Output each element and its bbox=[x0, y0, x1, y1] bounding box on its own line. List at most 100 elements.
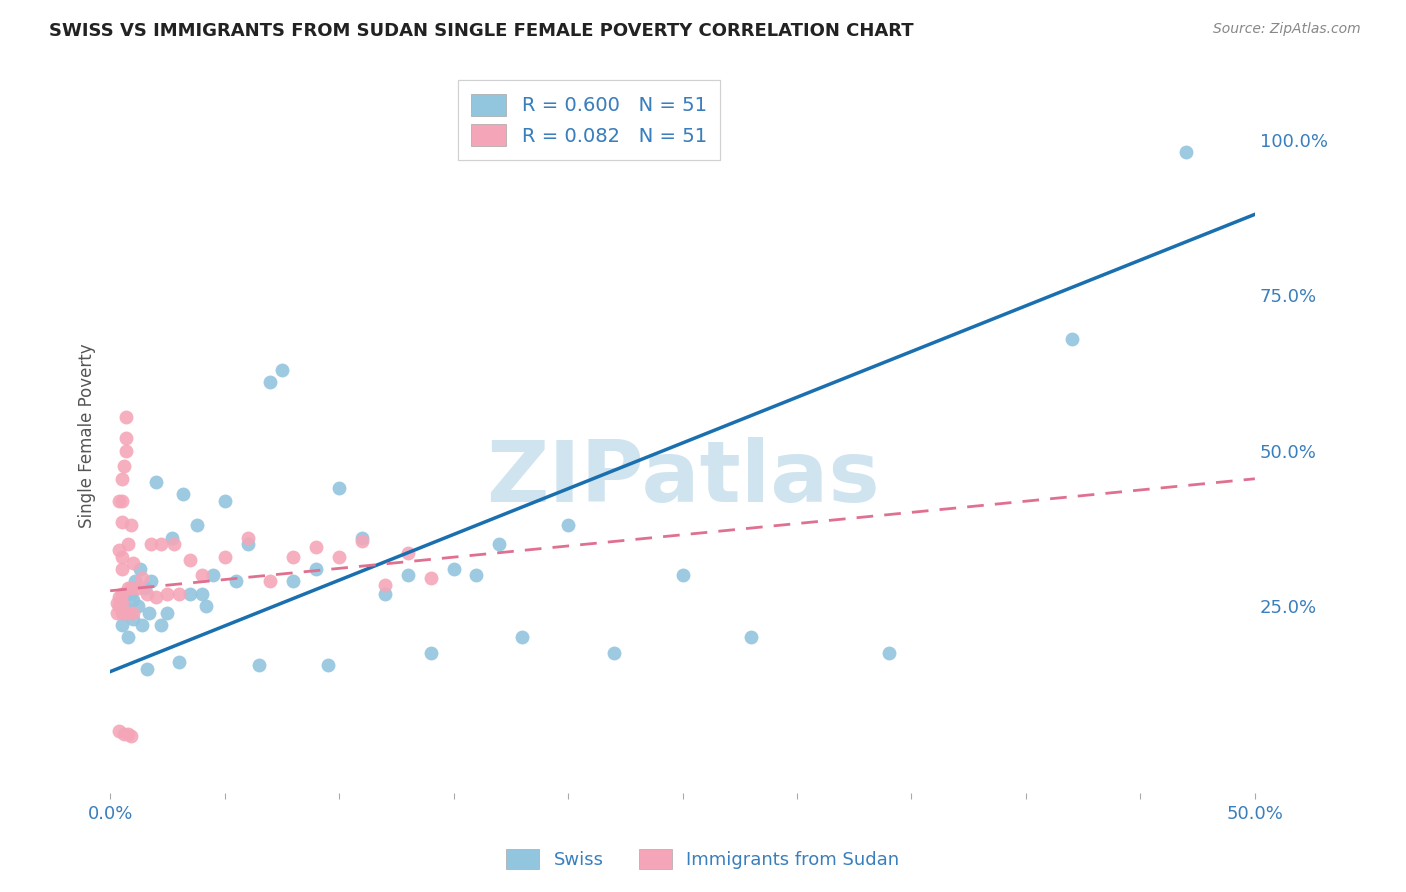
Point bbox=[110, 516, 132, 530]
Point bbox=[270, 363, 292, 377]
Point bbox=[105, 596, 128, 610]
Point bbox=[110, 493, 132, 508]
Y-axis label: Single Female Poverty: Single Female Poverty bbox=[79, 343, 96, 527]
Point bbox=[122, 606, 145, 620]
Point bbox=[108, 723, 131, 738]
Point bbox=[110, 587, 132, 601]
Point bbox=[117, 537, 139, 551]
Point bbox=[557, 518, 579, 533]
Point bbox=[202, 568, 225, 582]
Point bbox=[112, 727, 135, 741]
Point bbox=[465, 568, 488, 582]
Point bbox=[236, 531, 259, 545]
Point bbox=[740, 631, 762, 645]
Point bbox=[214, 493, 236, 508]
Point bbox=[167, 587, 190, 601]
Point bbox=[190, 568, 212, 582]
Point bbox=[305, 540, 328, 554]
Point bbox=[120, 729, 142, 743]
Point bbox=[160, 531, 183, 545]
Point bbox=[236, 537, 259, 551]
Point bbox=[877, 646, 900, 660]
Point bbox=[328, 549, 350, 564]
Point bbox=[117, 631, 139, 645]
Point bbox=[120, 587, 142, 601]
Point bbox=[316, 658, 339, 673]
Point bbox=[167, 656, 190, 670]
Point bbox=[129, 562, 152, 576]
Point bbox=[247, 658, 270, 673]
Point bbox=[120, 518, 142, 533]
Point bbox=[112, 599, 135, 614]
Point bbox=[510, 631, 533, 645]
Point bbox=[115, 443, 138, 458]
Point bbox=[110, 606, 132, 620]
Text: ZIPatlas: ZIPatlas bbox=[485, 437, 879, 520]
Point bbox=[419, 571, 441, 585]
Point bbox=[283, 549, 305, 564]
Point bbox=[135, 661, 157, 675]
Point bbox=[145, 475, 167, 489]
Point bbox=[283, 574, 305, 589]
Point bbox=[443, 562, 465, 576]
Point bbox=[259, 376, 281, 390]
Point bbox=[179, 587, 201, 601]
Point bbox=[112, 459, 135, 474]
Point bbox=[145, 590, 167, 604]
Point bbox=[1175, 145, 1198, 160]
Point bbox=[419, 646, 441, 660]
Point bbox=[108, 599, 131, 614]
Point bbox=[374, 587, 396, 601]
Point bbox=[1060, 332, 1083, 346]
Point bbox=[195, 599, 218, 614]
Point bbox=[131, 571, 153, 585]
Point bbox=[214, 549, 236, 564]
Point bbox=[156, 587, 179, 601]
Point bbox=[138, 606, 160, 620]
Point bbox=[131, 618, 153, 632]
Point bbox=[110, 472, 132, 486]
Point bbox=[122, 612, 145, 626]
Point bbox=[328, 481, 350, 495]
Point bbox=[149, 618, 172, 632]
Point bbox=[156, 606, 179, 620]
Point bbox=[135, 587, 157, 601]
Point bbox=[120, 581, 142, 595]
Point bbox=[108, 543, 131, 558]
Point bbox=[141, 574, 163, 589]
Point bbox=[396, 568, 419, 582]
Point bbox=[350, 531, 373, 545]
Point bbox=[117, 606, 139, 620]
Point bbox=[112, 606, 135, 620]
Point bbox=[190, 587, 212, 601]
Point bbox=[350, 533, 373, 548]
Point bbox=[108, 590, 131, 604]
Point bbox=[110, 618, 132, 632]
Point bbox=[127, 581, 149, 595]
Point bbox=[122, 593, 145, 607]
Point bbox=[117, 581, 139, 595]
Point bbox=[110, 562, 132, 576]
Point bbox=[671, 568, 693, 582]
Point bbox=[110, 549, 132, 564]
Point bbox=[172, 487, 194, 501]
Point bbox=[115, 409, 138, 424]
Point bbox=[603, 646, 626, 660]
Point bbox=[115, 431, 138, 445]
Legend: R = 0.600   N = 51, R = 0.082   N = 51: R = 0.600 N = 51, R = 0.082 N = 51 bbox=[457, 80, 720, 160]
Text: SWISS VS IMMIGRANTS FROM SUDAN SINGLE FEMALE POVERTY CORRELATION CHART: SWISS VS IMMIGRANTS FROM SUDAN SINGLE FE… bbox=[49, 22, 914, 40]
Point bbox=[225, 574, 247, 589]
Legend: Swiss, Immigrants from Sudan: Swiss, Immigrants from Sudan bbox=[498, 839, 908, 879]
Point bbox=[105, 606, 128, 620]
Point bbox=[124, 574, 146, 589]
Point bbox=[117, 727, 139, 741]
Point bbox=[488, 537, 510, 551]
Point bbox=[110, 596, 132, 610]
Point bbox=[259, 574, 281, 589]
Point bbox=[374, 577, 396, 591]
Point bbox=[127, 599, 149, 614]
Text: Source: ZipAtlas.com: Source: ZipAtlas.com bbox=[1213, 22, 1361, 37]
Point bbox=[115, 606, 138, 620]
Point bbox=[134, 581, 156, 595]
Point bbox=[122, 556, 145, 570]
